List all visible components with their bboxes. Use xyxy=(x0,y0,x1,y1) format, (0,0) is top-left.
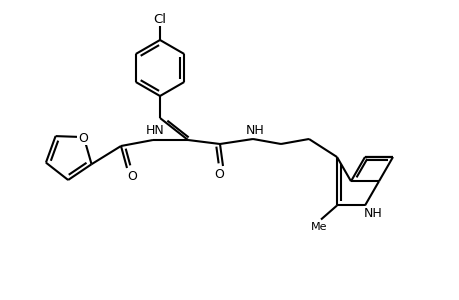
Text: HN: HN xyxy=(146,124,164,137)
Text: O: O xyxy=(78,132,88,145)
Text: NH: NH xyxy=(245,124,264,136)
Text: Me: Me xyxy=(310,223,326,232)
Text: O: O xyxy=(213,167,224,181)
Text: Cl: Cl xyxy=(153,13,166,26)
Text: O: O xyxy=(127,169,137,182)
Text: NH: NH xyxy=(363,207,381,220)
